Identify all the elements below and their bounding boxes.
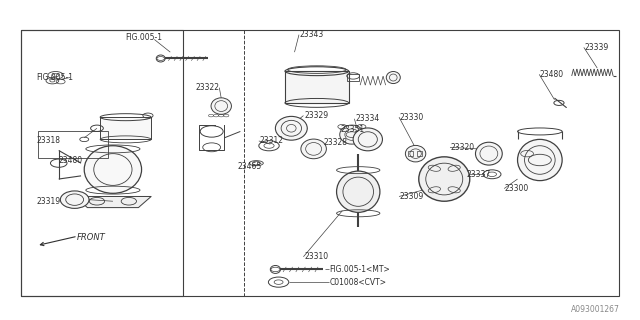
Text: 23318: 23318 [36, 136, 60, 146]
Bar [408, 151, 413, 156]
Bar [285, 71, 349, 103]
Ellipse shape [211, 98, 232, 114]
Text: A093001267: A093001267 [571, 305, 620, 314]
Ellipse shape [518, 140, 562, 180]
Text: FIG.005-1<MT>: FIG.005-1<MT> [330, 265, 390, 274]
Text: 23322: 23322 [196, 83, 220, 92]
Ellipse shape [476, 142, 502, 165]
Text: 23480: 23480 [59, 156, 83, 164]
Ellipse shape [337, 171, 380, 212]
Ellipse shape [275, 116, 307, 140]
Ellipse shape [353, 128, 383, 151]
Text: FIG.005-1: FIG.005-1 [125, 33, 163, 42]
Text: 23343: 23343 [300, 30, 324, 39]
Text: C01008<CVT>: C01008<CVT> [330, 278, 387, 287]
Bar [20, 30, 183, 296]
Text: 23319: 23319 [36, 197, 61, 206]
Ellipse shape [84, 146, 141, 193]
Bar [20, 30, 620, 296]
Ellipse shape [419, 157, 470, 201]
Text: 23330: 23330 [399, 113, 424, 122]
Text: 23310: 23310 [304, 252, 328, 261]
Text: 23320: 23320 [451, 143, 475, 152]
Ellipse shape [405, 145, 426, 162]
Text: 23329: 23329 [304, 111, 328, 120]
Ellipse shape [340, 125, 364, 144]
Bar [348, 74, 359, 81]
Text: 23312: 23312 [259, 136, 284, 146]
Bar [100, 117, 151, 140]
Polygon shape [75, 196, 151, 208]
Text: 23334: 23334 [355, 114, 380, 123]
Text: 23465: 23465 [237, 162, 261, 171]
Text: FIG.005-1: FIG.005-1 [36, 73, 74, 82]
Ellipse shape [387, 71, 400, 84]
Text: 23351: 23351 [340, 125, 365, 134]
Ellipse shape [60, 191, 89, 208]
Text: 23480: 23480 [540, 70, 564, 79]
Bar [38, 132, 108, 158]
Text: FRONT: FRONT [77, 233, 106, 242]
Text: 23328: 23328 [323, 138, 347, 147]
Bar [417, 151, 422, 156]
Text: 23309: 23309 [399, 192, 424, 201]
Text: 23300: 23300 [505, 184, 529, 193]
Text: 23337: 23337 [467, 170, 491, 179]
Text: 23339: 23339 [584, 43, 609, 52]
Ellipse shape [301, 139, 326, 159]
